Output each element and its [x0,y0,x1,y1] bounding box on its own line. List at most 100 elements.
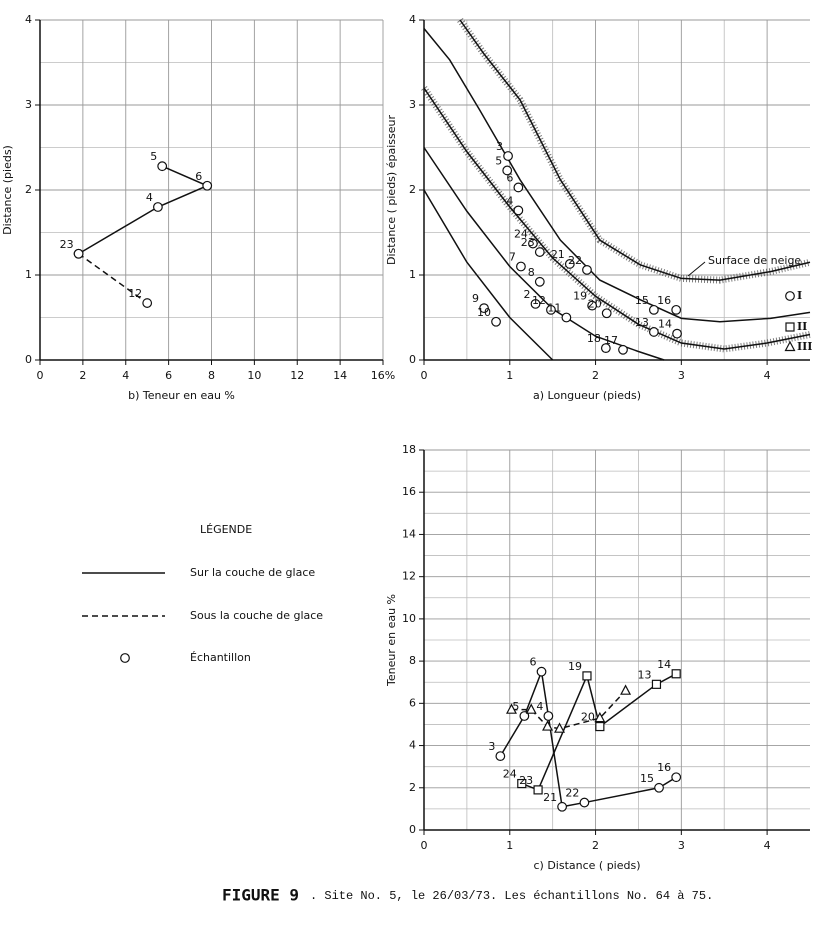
x-tick-label: 2 [79,369,86,382]
legend-label: Sur la couche de glace [190,566,315,579]
marker-circle [495,751,506,762]
marker-triangle [784,340,796,352]
marker-triangle [505,703,517,714]
marker-circle [564,259,575,269]
y-axis-title: Distance (pieds) [1,145,14,235]
x-tick-label: 10 [247,369,261,382]
marker-square [533,785,543,795]
legend-label: Sous la couche de glace [190,609,323,622]
point-label: 13 [635,316,649,329]
legend-label: Échantillon [190,651,251,664]
y-tick-label: 1 [25,268,32,281]
point-label: 22 [568,254,582,267]
marker-circle [513,205,524,216]
marker-circle [534,276,545,287]
point-label: 12 [128,287,142,300]
y-tick-label: 18 [402,443,416,456]
x-tick-label: 4 [764,839,771,852]
marker-triangle [620,684,632,695]
marker-circle [785,291,795,301]
x-tick-label: 3 [678,369,685,382]
x-tick-label: 8 [208,369,215,382]
x-axis-title: b) Teneur en eau % [128,389,235,402]
point-label: 5 [150,150,157,163]
curve [499,668,677,808]
point-label: 23 [519,774,533,787]
y-tick-label: 8 [409,654,416,667]
marker-circle [582,265,592,275]
y-tick-label: 2 [409,781,416,794]
marker-circle [530,299,541,309]
marker-circle [503,151,513,161]
point-label: 12 [532,294,546,307]
point-label: 14 [658,318,672,331]
zone-label: I [797,289,802,302]
marker-circle [528,238,538,249]
x-tick-label: 1 [506,839,513,852]
marker-circle [601,308,612,319]
curve [423,189,554,361]
point-label: 9 [472,292,479,305]
annotation: Surface de neige [708,254,801,267]
hatched-curve [457,17,811,284]
marker-circle [671,304,682,315]
point-label: 4 [506,194,513,207]
y-tick-label: 2 [409,183,416,196]
point-label: 3 [488,740,495,753]
marker-circle [73,248,84,259]
marker-circle [557,801,568,812]
curve [78,165,210,255]
marker-circle [491,316,501,327]
y-tick-label: 14 [402,527,416,540]
point-label: 20 [581,711,595,724]
x-tick-label: 12 [290,369,304,382]
curve [78,253,148,304]
y-axis-title: Distance ( pieds) épaisseur [385,115,398,265]
x-tick-label: 2 [592,369,599,382]
marker-circle [672,328,682,339]
marker-circle [120,653,130,663]
marker-circle [534,247,545,257]
y-tick-label: 0 [409,823,416,836]
marker-circle [561,312,572,323]
x-tick-label: 0 [37,369,44,382]
y-tick-label: 3 [25,98,32,111]
marker-circle [587,300,598,311]
point-label: 4 [146,191,153,204]
point-label: 20 [588,297,602,310]
marker-circle [153,202,163,212]
marker-circle [618,344,628,355]
marker-circle [157,161,168,172]
marker-triangle [594,711,606,723]
x-tick-label: 4 [764,369,771,382]
marker-circle [648,327,659,337]
y-tick-label: 6 [409,696,416,709]
point-label: 23 [60,238,74,251]
point-label: 21 [543,791,557,804]
point-label: 4 [536,700,543,713]
point-label: 5 [495,154,502,167]
y-tick-label: 4 [25,13,32,26]
marker-circle [536,666,547,677]
y-tick-label: 2 [25,183,32,196]
marker-square [582,671,592,681]
point-label: 5 [512,700,519,713]
y-tick-label: 1 [409,268,416,281]
point-label: 10 [477,306,491,319]
y-tick-label: 16 [402,485,416,498]
legend-title: LÉGENDE [200,523,252,536]
point-label: 8 [528,266,535,279]
point-label: 19 [568,660,582,673]
point-label: 6 [195,170,202,183]
x-tick-label: 16% [371,369,395,382]
marker-circle [671,772,682,783]
annotation-arrow [687,261,706,277]
point-label: 6 [530,656,537,669]
curve [423,28,811,323]
x-axis-title: c) Distance ( pieds) [533,859,640,872]
marker-triangle [554,722,566,733]
point-label: 15 [635,294,649,307]
curve [459,19,811,281]
marker-triangle [542,720,554,731]
